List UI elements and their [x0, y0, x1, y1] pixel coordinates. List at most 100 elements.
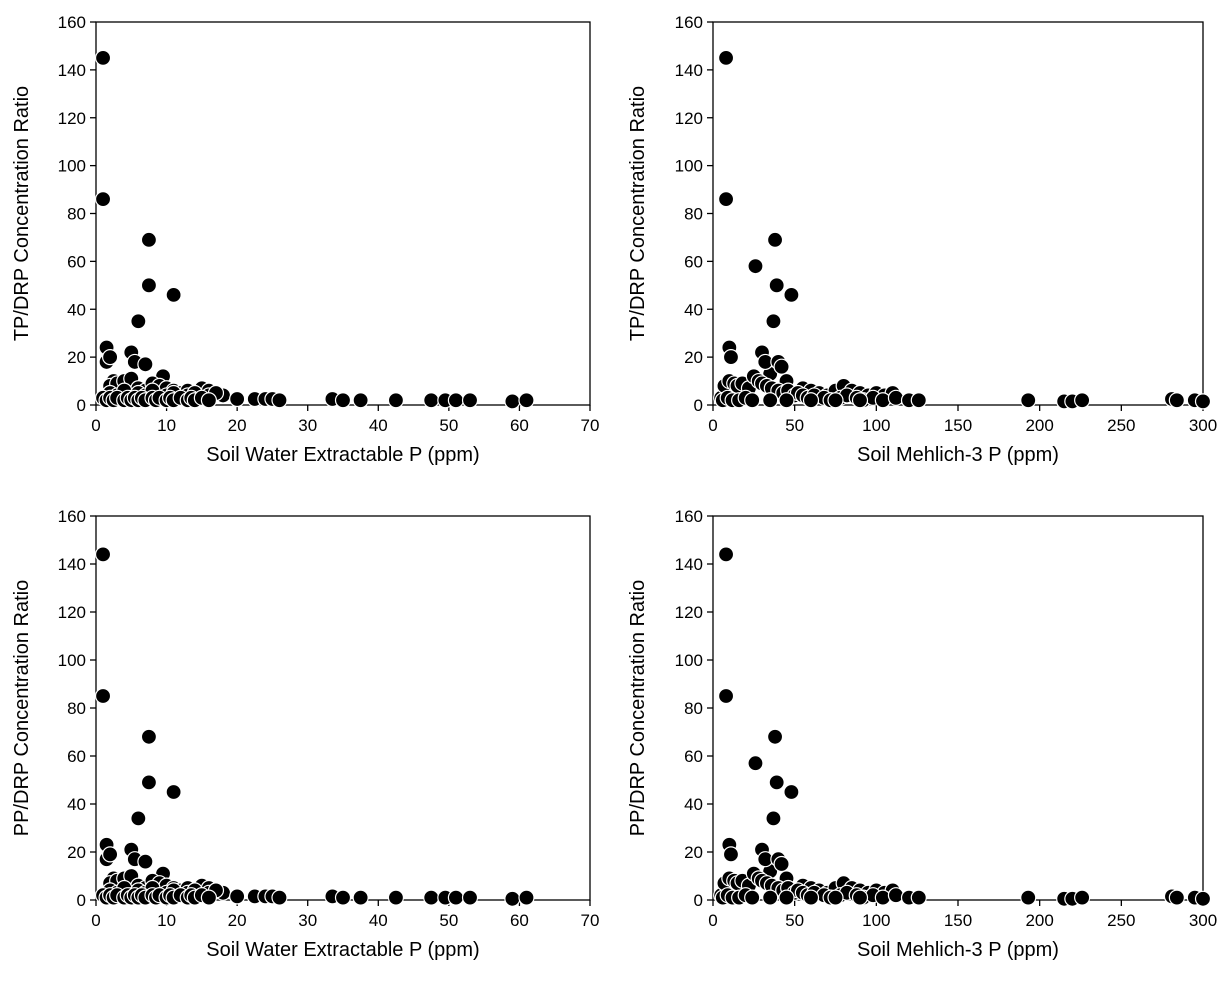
y-axis-title: PP/DRP Concentration Ratio — [11, 580, 33, 836]
data-point — [518, 889, 535, 906]
y-tick-label: 140 — [58, 61, 86, 80]
panel-bottom-right-pp-vs-mehlich-p: 0 20 40 60 80 100 120 140 160 0 50 100 150 200 250 300 S… — [627, 507, 1217, 961]
y-axis-title: PP/DRP Concentration Ratio — [627, 580, 649, 836]
data-point — [518, 392, 535, 409]
data-point — [102, 349, 119, 366]
y-tick-label: 120 — [58, 603, 86, 622]
data-point — [768, 277, 785, 294]
data-point — [504, 393, 521, 410]
x-tick-label: 0 — [91, 416, 100, 435]
y-tick-label: 140 — [675, 61, 703, 80]
data-point — [910, 392, 927, 409]
y-tick-label: 80 — [684, 205, 703, 224]
data-point — [165, 286, 182, 303]
data-point — [1074, 889, 1091, 906]
x-tick-label: 30 — [298, 416, 317, 435]
y-tick-label: 100 — [58, 157, 86, 176]
y-tick-label: 120 — [675, 603, 703, 622]
x-tick-label: 50 — [785, 416, 804, 435]
data-point — [94, 49, 112, 67]
x-axis-title: Soil Mehlich-3 P (ppm) — [857, 939, 1059, 961]
data-point — [1194, 393, 1212, 410]
y-tick-label: 100 — [675, 157, 703, 176]
y-tick-label: 0 — [694, 891, 703, 910]
x-tick-label: 20 — [228, 416, 247, 435]
data-point — [765, 313, 782, 330]
panel-top-left-tp-vs-water-p: 0 20 40 60 80 100 120 140 160 0 10 20 30 40 50 60 70 Soil… — [11, 13, 599, 466]
x-tick-label: 250 — [1107, 911, 1135, 930]
data-point — [717, 546, 735, 563]
data-point — [910, 889, 927, 906]
data-point — [461, 889, 479, 906]
data-point — [778, 889, 795, 906]
data-point — [140, 774, 158, 791]
x-tick-label: 20 — [228, 911, 247, 930]
y-tick-label: 60 — [684, 747, 703, 766]
data-point — [165, 783, 182, 801]
data-point — [102, 846, 119, 863]
data-point — [1074, 392, 1091, 409]
data-point — [229, 390, 246, 408]
data-point — [1194, 890, 1212, 907]
data-point — [744, 392, 761, 409]
data-point — [504, 890, 521, 907]
y-tick-label: 20 — [67, 348, 86, 367]
x-tick-label: 0 — [708, 416, 717, 435]
x-tick-label: 50 — [785, 911, 804, 930]
data-point — [140, 728, 158, 745]
data-point — [1168, 392, 1185, 409]
y-tick-label: 100 — [675, 651, 703, 670]
data-point — [387, 889, 405, 906]
y-tick-label: 0 — [694, 396, 703, 415]
data-point — [461, 392, 479, 409]
x-tick-label: 200 — [1025, 416, 1053, 435]
x-tick-label: 250 — [1107, 416, 1135, 435]
data-point — [773, 358, 790, 375]
data-point — [717, 687, 735, 705]
x-tick-label: 0 — [708, 911, 717, 930]
data-point — [747, 755, 764, 772]
data-point — [1020, 889, 1037, 906]
data-point — [747, 258, 764, 275]
data-point — [722, 349, 740, 366]
data-point — [271, 889, 288, 906]
data-point — [140, 231, 158, 248]
y-tick-label: 20 — [684, 843, 703, 862]
y-tick-label: 20 — [67, 843, 86, 862]
x-tick-label: 150 — [944, 416, 972, 435]
data-point — [802, 392, 820, 409]
panel-bottom-left-pp-vs-water-p: 0 20 40 60 80 100 120 140 160 0 10 20 30 40 50 60 70 Soil… — [11, 507, 599, 961]
data-point — [744, 889, 761, 906]
data-point — [778, 392, 795, 409]
y-tick-label: 140 — [58, 555, 86, 574]
data-point — [94, 191, 112, 208]
data-point — [352, 889, 369, 906]
data-point — [768, 774, 785, 791]
data-point — [766, 231, 784, 248]
data-point — [334, 889, 352, 906]
data-point — [423, 392, 440, 409]
x-tick-label: 200 — [1025, 911, 1053, 930]
y-tick-label: 40 — [67, 795, 86, 814]
data-point — [766, 728, 784, 745]
plot-frame — [95, 21, 591, 406]
x-tick-label: 10 — [157, 911, 176, 930]
panel-top-right-tp-vs-mehlich-p: 0 20 40 60 80 100 120 140 160 0 50 100 150 200 250 300 S… — [627, 13, 1217, 466]
data-point — [851, 392, 869, 409]
y-tick-label: 60 — [67, 747, 86, 766]
y-tick-label: 0 — [77, 396, 86, 415]
data-point — [130, 313, 147, 330]
y-axis-title: TP/DRP Concentration Ratio — [11, 86, 33, 341]
x-tick-label: 30 — [298, 911, 317, 930]
y-tick-label: 60 — [684, 252, 703, 271]
x-tick-label: 60 — [510, 911, 529, 930]
plot-frame — [712, 515, 1204, 901]
y-tick-label: 40 — [67, 300, 86, 319]
data-point — [874, 392, 891, 409]
data-point — [200, 392, 218, 409]
y-tick-label: 100 — [58, 651, 86, 670]
data-point — [140, 277, 158, 294]
data-point — [387, 392, 405, 409]
data-point — [447, 889, 465, 906]
x-tick-label: 70 — [581, 416, 600, 435]
